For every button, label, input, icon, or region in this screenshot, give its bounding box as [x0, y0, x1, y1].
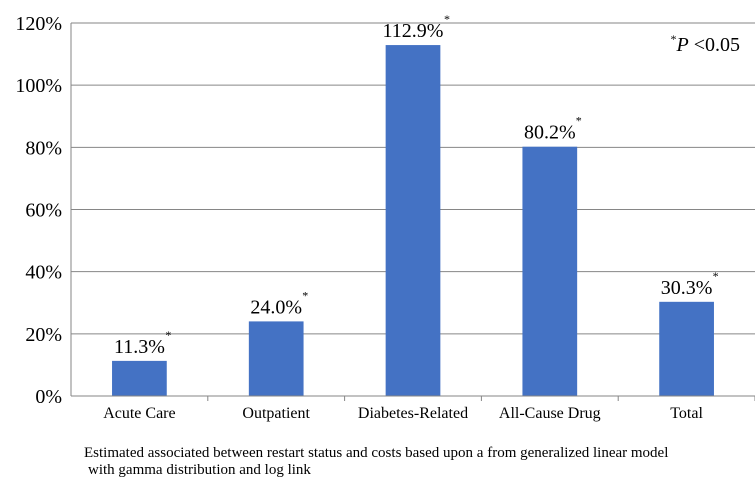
y-tick-label: 80% — [25, 137, 62, 159]
data-label: 80.2% — [524, 122, 576, 144]
significance-star: * — [444, 12, 450, 26]
bar — [385, 45, 441, 397]
x-axis-labels: Acute Care Outpatient Diabetes-Related All-… — [103, 405, 703, 422]
y-axis-ticks: 0% 20% 40% 60% 80% 100% 120% — [15, 13, 62, 408]
y-tick-label: 100% — [15, 75, 62, 97]
annotation-threshold: <0.05 — [689, 34, 740, 56]
caption-line-1: Estimated associated between restart sta… — [84, 445, 669, 461]
bar — [248, 321, 304, 396]
x-tick-label: Acute Care — [103, 405, 175, 422]
y-tick-label: 120% — [15, 13, 62, 35]
significance-annotation: *P <0.05 — [671, 32, 741, 56]
data-label: 24.0% — [250, 296, 302, 318]
significance-star: * — [576, 114, 582, 128]
figure-caption: Estimated associated between restart sta… — [84, 445, 752, 479]
y-tick-label: 0% — [35, 386, 62, 408]
x-tick-label: All-Cause Drug — [499, 405, 601, 422]
bar-chart: 0% 20% 40% 60% 80% 100% 120% Acute Care Outpati… — [15, 12, 755, 422]
x-tick-label: Diabetes-Related — [358, 405, 468, 422]
y-tick-label: 20% — [25, 324, 62, 346]
x-tick-label: Total — [670, 405, 703, 422]
bar — [659, 301, 714, 396]
data-label: 112.9% — [383, 20, 444, 42]
bar — [522, 146, 578, 396]
significance-star: * — [302, 288, 308, 302]
bars — [112, 45, 714, 397]
bar — [112, 360, 167, 396]
significance-star: * — [165, 328, 171, 342]
significance-star: * — [713, 269, 719, 283]
caption-line-2: with gamma distribution and log link — [88, 462, 311, 478]
y-tick-label: 60% — [25, 200, 62, 222]
axes — [70, 23, 755, 401]
data-label: 11.3% — [114, 336, 165, 358]
data-labels: 11.3%*24.0%*112.9%*80.2%*30.3%* — [114, 12, 719, 358]
data-label: 30.3% — [661, 277, 713, 299]
annotation-p: P — [676, 34, 689, 56]
x-tick-label: Outpatient — [242, 405, 310, 422]
annotation-star: * — [671, 32, 677, 46]
y-tick-label: 40% — [25, 262, 62, 284]
